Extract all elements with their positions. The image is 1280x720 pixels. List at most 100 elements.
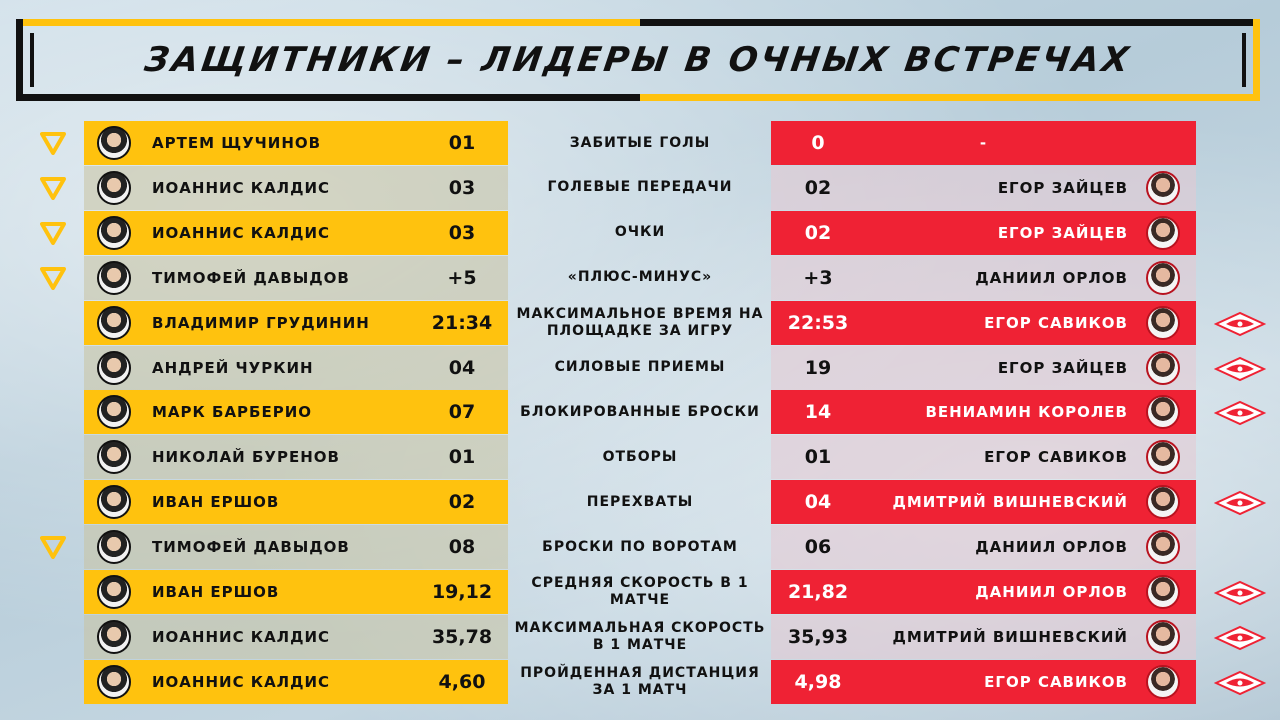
- left-player-cell: АНДРЕЙ ЧУРКИН 04: [84, 345, 508, 390]
- player-avatar: [97, 530, 131, 565]
- left-player-name: МАРК БАРБЕРИО: [152, 403, 313, 422]
- right-player-value: 01: [804, 446, 832, 469]
- frame-bar: [1242, 33, 1246, 87]
- player-avatar: [97, 126, 131, 160]
- left-player-name: ИВАН ЕРШОВ: [152, 583, 280, 601]
- stat-label: СРЕДНЯЯ СКОРОСТЬ В 1 МАТЧЕ: [531, 575, 749, 608]
- player-avatar: [97, 664, 131, 699]
- right-player-value: 04: [804, 491, 832, 514]
- player-avatar: [97, 485, 131, 520]
- table-row: ТИМОФЕЙ ДАВЫДОВ 08 БРОСКИ ПО ВОРОТАМ 06 ДАНИ…: [0, 525, 1280, 570]
- right-player-name: ЕГОР САВИКОВ: [984, 448, 1128, 467]
- frame-bar: [1253, 19, 1260, 101]
- player-avatar: [1146, 395, 1180, 430]
- left-player-name: ИОАННИС КАЛДИС: [152, 627, 331, 646]
- right-player-name: ЕГОР ЗАЙЦЕВ: [997, 178, 1128, 197]
- left-player-value: 03: [448, 176, 476, 199]
- right-player-value: 21,82: [787, 581, 849, 603]
- player-avatar: [1146, 440, 1180, 475]
- right-player-value: 22:53: [787, 311, 849, 334]
- team-logo-icon: [1213, 311, 1267, 337]
- team-logo-icon: [1213, 490, 1267, 516]
- left-player-cell: ИОАННИС КАЛДИС 4,60: [84, 659, 508, 704]
- left-player-name: АРТЕМ ЩУЧИНОВ: [152, 134, 322, 152]
- left-player-name: ТИМОФЕЙ ДАВЫДОВ: [152, 538, 350, 557]
- table-row: ВЛАДИМИР ГРУДИНИН 21:34 МАКСИМАЛЬНОЕ ВРЕМЯ…: [0, 300, 1280, 345]
- left-player-value: 19,12: [431, 581, 493, 603]
- right-player-name: ЕГОР ЗАЙЦЕВ: [997, 358, 1128, 377]
- right-player-cell: 19 ЕГОР ЗАЙЦЕВ: [771, 345, 1196, 390]
- player-avatar: [1146, 575, 1180, 609]
- right-player-value: 06: [804, 536, 832, 559]
- right-player-value: 02: [804, 221, 832, 244]
- left-player-value: 07: [448, 401, 476, 424]
- left-player-name: ВЛАДИМИР ГРУДИНИН: [152, 313, 370, 332]
- right-player-name: ЕГОР САВИКОВ: [984, 672, 1128, 691]
- left-player-name: НИКОЛАЙ БУРЕНОВ: [152, 448, 340, 467]
- team-logo-icon: [40, 266, 66, 290]
- right-player-name: ДМИТРИЙ ВИШНЕВСКИЙ: [892, 493, 1128, 512]
- player-avatar: [97, 305, 131, 340]
- right-player-value: 35,93: [787, 625, 849, 648]
- right-player-cell: 02 ЕГОР ЗАЙЦЕВ: [771, 210, 1196, 255]
- title-frame: ЗАЩИТНИКИ – ЛИДЕРЫ В ОЧНЫХ ВСТРЕЧАХ: [16, 19, 1260, 101]
- player-avatar: [1146, 305, 1180, 340]
- left-player-cell: ИОАННИС КАЛДИС 03: [84, 210, 508, 255]
- left-player-name: ИОАННИС КАЛДИС: [152, 223, 331, 242]
- stat-label: МАКСИМАЛЬНАЯ СКОРОСТЬ В 1 МАТЧЕ: [514, 619, 766, 653]
- player-avatar: [97, 395, 131, 430]
- right-player-cell: 02 ЕГОР ЗАЙЦЕВ: [771, 165, 1196, 210]
- team-logo-icon: [1213, 356, 1267, 382]
- right-player-cell: 22:53 ЕГОР САВИКОВ: [771, 300, 1196, 345]
- table-row: АНДРЕЙ ЧУРКИН 04 СИЛОВЫЕ ПРИЕМЫ 19 ЕГОР ЗАЙЦ…: [0, 345, 1280, 390]
- stat-label: ОТБОРЫ: [602, 448, 678, 465]
- team-logo-icon: [1213, 670, 1267, 696]
- left-player-value: 04: [448, 356, 476, 379]
- right-player-name: -: [979, 134, 988, 152]
- left-player-cell: ВЛАДИМИР ГРУДИНИН 21:34: [84, 300, 508, 345]
- table-row: ИВАН ЕРШОВ 02 ПЕРЕХВАТЫ 04 ДМИТРИЙ ВИШНЕВСКИ…: [0, 480, 1280, 525]
- right-player-cell: 14 ВЕНИАМИН КОРОЛЕВ: [771, 390, 1196, 435]
- right-player-value: +3: [803, 266, 833, 289]
- stat-label: СИЛОВЫЕ ПРИЕМЫ: [554, 359, 726, 375]
- stat-label: ПРОЙДЕННАЯ ДИСТАНЦИЯ ЗА 1 МАТЧ: [520, 664, 760, 698]
- player-avatar: [97, 619, 131, 654]
- right-player-cell: 21,82 ДАНИИЛ ОРЛОВ: [771, 570, 1196, 614]
- right-player-name: ЕГОР ЗАЙЦЕВ: [997, 223, 1128, 242]
- stat-label: МАКСИМАЛЬНОЕ ВРЕМЯ НА ПЛОЩАДКЕ ЗА ИГРУ: [516, 305, 764, 339]
- table-row: ИОАННИС КАЛДИС 35,78 МАКСИМАЛЬНАЯ СКОРОСТЬ…: [0, 614, 1280, 659]
- left-player-name: ТИМОФЕЙ ДАВЫДОВ: [152, 268, 350, 287]
- right-player-name: ДАНИИЛ ОРЛОВ: [975, 583, 1128, 601]
- left-player-value: 08: [448, 536, 476, 559]
- player-avatar: [1146, 215, 1180, 250]
- left-player-cell: ИОАННИС КАЛДИС 35,78: [84, 614, 508, 659]
- right-player-value: 4,98: [794, 670, 842, 693]
- left-player-cell: ТИМОФЕЙ ДАВЫДОВ +5: [84, 255, 508, 300]
- table-row: ИОАННИС КАЛДИС 4,60 ПРОЙДЕННАЯ ДИСТАНЦИЯ З…: [0, 659, 1280, 704]
- right-player-name: ДАНИИЛ ОРЛОВ: [975, 268, 1128, 287]
- stat-label: БРОСКИ ПО ВОРОТАМ: [542, 538, 738, 555]
- right-player-value: 02: [804, 176, 832, 199]
- frame-bar: [16, 94, 640, 101]
- player-avatar: [97, 440, 131, 475]
- stat-label: ОЧКИ: [614, 224, 666, 241]
- player-avatar: [97, 260, 131, 295]
- stat-label: ГОЛЕВЫЕ ПЕРЕДАЧИ: [547, 179, 733, 196]
- player-avatar: [97, 215, 131, 250]
- player-avatar: [1146, 170, 1180, 205]
- player-avatar: [1146, 485, 1180, 520]
- frame-bar: [30, 33, 34, 87]
- left-player-value: 03: [448, 221, 476, 244]
- stat-label: ЗАБИТЫЕ ГОЛЫ: [569, 134, 711, 151]
- table-row: ИОАННИС КАЛДИС 03 ОЧКИ 02 ЕГОР ЗАЙЦЕВ: [0, 210, 1280, 255]
- left-player-value: 01: [448, 132, 476, 154]
- right-player-value: 19: [804, 356, 832, 379]
- right-player-cell: 06 ДАНИИЛ ОРЛОВ: [771, 525, 1196, 570]
- table-row: ИОАННИС КАЛДИС 03 ГОЛЕВЫЕ ПЕРЕДАЧИ 02 ЕГОР З…: [0, 165, 1280, 210]
- left-player-value: 21:34: [431, 311, 493, 334]
- table-row: ТИМОФЕЙ ДАВЫДОВ +5 «ПЛЮС-МИНУС» +3 ДАНИИЛ ОР…: [0, 255, 1280, 300]
- right-player-cell: 01 ЕГОР САВИКОВ: [771, 435, 1196, 480]
- right-player-cell: 04 ДМИТРИЙ ВИШНЕВСКИЙ: [771, 480, 1196, 525]
- player-avatar: [97, 170, 131, 205]
- left-player-cell: ИВАН ЕРШОВ 19,12: [84, 570, 508, 614]
